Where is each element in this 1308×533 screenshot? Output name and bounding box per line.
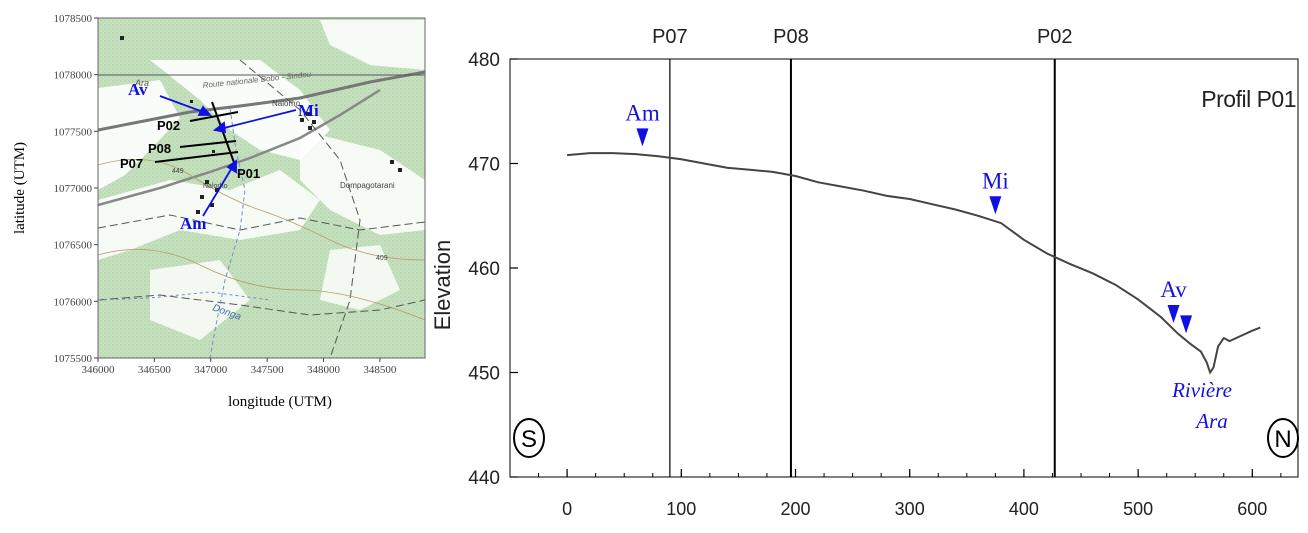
map-ylabel: latitude (UTM) <box>12 142 28 234</box>
map-label-p07: P07 <box>120 156 143 171</box>
map-y-tick-label: 1076000 <box>54 296 93 308</box>
map-x-tick-label: 348000 <box>307 364 341 376</box>
map-clearing <box>98 170 320 260</box>
chart-y-tick-label: 460 <box>468 259 500 280</box>
arrow-mi-head <box>212 121 227 134</box>
chart-x-tick-label: 300 <box>895 499 925 519</box>
map-clearing <box>320 20 425 70</box>
map-xlabel: longitude (UTM) <box>228 394 332 410</box>
map-panel: Ara Route nationale Bobo - Sindou Nalorh… <box>12 13 426 410</box>
map-place-dompagotarani: Dompagotarani <box>340 181 395 190</box>
map-houses <box>120 36 402 214</box>
map-place-nalorho-north: Nalorho <box>272 99 301 108</box>
map-clearing <box>150 60 330 160</box>
map-arrows <box>159 95 297 217</box>
chart-title: Profil P01 <box>1201 86 1296 112</box>
south-symbol: S <box>513 418 545 458</box>
map-label-p01: P01 <box>237 166 260 181</box>
map-y-tick-label: 1077500 <box>54 126 93 138</box>
map-features: Ara Route nationale Bobo - Sindou Nalorh… <box>98 20 425 358</box>
profile-line-p02 <box>189 111 239 122</box>
chart-marker-label-mi: Mi <box>982 168 1009 193</box>
chart-ylabel: Elevation <box>430 240 455 331</box>
south-label: S <box>521 426 537 453</box>
chart-x-tick-label: 500 <box>1123 499 1153 519</box>
arrow-am-head <box>226 159 237 174</box>
map-x-tick-label: 346500 <box>138 364 172 376</box>
chart-x-tick-label: 600 <box>1237 499 1267 519</box>
map-label-am: Am <box>180 214 206 233</box>
map-road <box>98 70 425 132</box>
map-road <box>98 88 381 207</box>
map-y-tick-label: 1075500 <box>54 353 93 365</box>
chart-marker <box>1167 304 1180 323</box>
chart-ticks: 0 100 200 300 400 500 600 440 450 460 470 480 <box>468 50 1282 519</box>
map-clearing <box>300 130 425 235</box>
profile-line-p07 <box>154 151 239 163</box>
map-track <box>239 59 361 358</box>
river-label-line1: Rivière <box>1171 378 1232 402</box>
north-symbol: N <box>1267 418 1299 458</box>
chart-y-tick-label: 450 <box>468 364 500 385</box>
map-y-tick-label: 1078000 <box>54 70 93 82</box>
map-track <box>98 214 425 231</box>
profile-line-p01 <box>211 101 237 169</box>
chart-marker <box>1180 315 1193 334</box>
chart-y-tick-label: 470 <box>468 155 500 176</box>
map-y-tick-label: 1078500 <box>54 13 93 25</box>
map-spot-height-449: 449 <box>172 168 184 175</box>
map-spot-height-409: 409 <box>376 255 388 262</box>
map-clearing <box>98 80 180 190</box>
map-place-ara: Ara <box>134 78 149 88</box>
chart-marker-label-am: Am <box>625 100 660 125</box>
map-x-tick-label: 346000 <box>82 364 116 376</box>
map-contour <box>98 159 425 261</box>
map-ticks: 346000 346500 347000 347500 348000 348500 1075… <box>54 13 397 376</box>
map-label-p02: P02 <box>157 118 180 133</box>
arrow-av <box>159 95 207 114</box>
chart-marker <box>636 128 649 147</box>
chart-y-tick-label: 480 <box>468 50 500 71</box>
chart-x-tick-label: 0 <box>562 499 572 519</box>
map-label-p08: P08 <box>148 141 171 156</box>
chart-y-tick-label: 440 <box>468 468 500 489</box>
chart-x-tick-label: 200 <box>780 499 810 519</box>
map-x-tick-label: 347000 <box>194 364 228 376</box>
chart-vline-label-p02: P02 <box>1037 26 1073 48</box>
river-label-line2: Ara <box>1194 409 1228 433</box>
profile-elevation-line <box>567 152 1261 375</box>
map-contour <box>98 248 425 321</box>
chart-x-tick-label: 400 <box>1009 499 1039 519</box>
map-profile-lines <box>154 101 239 169</box>
map-label-av: Av <box>128 80 148 99</box>
chart-marker <box>989 196 1002 215</box>
chart-x-tick-label: 100 <box>666 499 696 519</box>
map-stream <box>209 107 246 358</box>
arrow-mi <box>219 109 297 130</box>
north-label: N <box>1274 426 1291 453</box>
map-x-tick-label: 347500 <box>251 364 285 376</box>
arrow-am <box>202 165 234 217</box>
chart-markers: Am Mi Av <box>625 100 1193 334</box>
map-y-tick-label: 1076500 <box>54 240 93 252</box>
map-stream <box>98 291 271 301</box>
arrow-av-head <box>197 105 212 116</box>
map-label-mi: Mi <box>298 101 319 120</box>
map-track <box>98 294 425 316</box>
chart-vertical-lines: P07 P08 P02 <box>652 26 1073 477</box>
map-y-tick-label: 1077000 <box>54 183 93 195</box>
chart-marker-label-av: Av <box>1160 277 1187 302</box>
chart-vline-label-p08: P08 <box>773 26 809 48</box>
chart-vline-label-p07: P07 <box>652 26 688 48</box>
chart-panel: P07 P08 P02 0 100 200 300 400 500 600 440 450 460 47… <box>430 26 1299 519</box>
map-x-tick-label: 348500 <box>363 364 397 376</box>
map-place-nalorho-south: Nalorho <box>203 183 228 190</box>
